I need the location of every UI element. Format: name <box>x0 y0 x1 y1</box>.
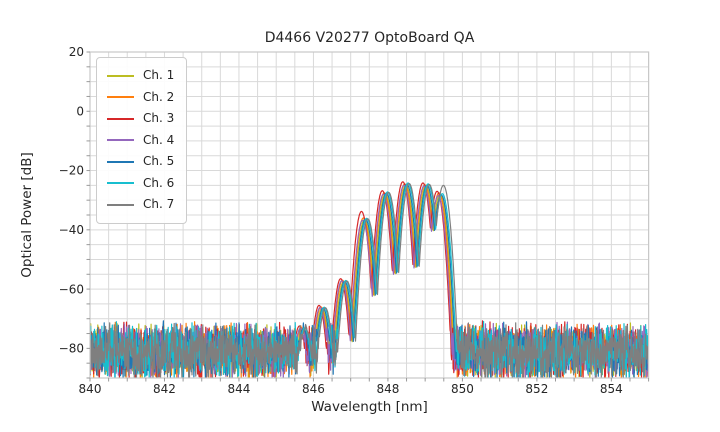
legend-label: Ch. 4 <box>143 132 175 147</box>
series-path-ch-7 <box>90 183 649 378</box>
legend-line-sample <box>107 160 134 163</box>
y-axis-label: Optical Power [dB] <box>19 152 35 278</box>
legend-label: Ch. 7 <box>143 197 175 211</box>
legend-line-sample <box>107 203 134 206</box>
y-tick-label: −40 <box>59 223 84 237</box>
y-tick-label: −80 <box>59 342 84 356</box>
x-axis-label: Wavelength [nm] <box>311 399 428 415</box>
legend-line-sample <box>107 117 134 120</box>
y-tick-label: 20 <box>69 45 84 59</box>
legend-item-ch-3: Ch. 3 <box>107 108 174 130</box>
legend: Ch. 1 Ch. 2 Ch. 3 Ch. 4 Ch. 5 Ch. 6 Ch. 7 <box>96 57 188 224</box>
legend-label: Ch. 1 <box>143 68 175 82</box>
legend-line-sample <box>107 139 134 142</box>
y-tick-label: −20 <box>59 164 84 178</box>
x-tick-label: 840 <box>79 382 102 396</box>
chart-title: D4466 V20277 OptoBoard QA <box>264 30 475 46</box>
legend-item-ch-4: Ch. 4 <box>107 130 174 152</box>
legend-line-sample <box>107 182 134 185</box>
legend-item-ch-6: Ch. 6 <box>107 173 174 195</box>
x-tick-label: 844 <box>228 382 251 396</box>
legend-item-ch-1: Ch. 1 <box>107 65 174 87</box>
legend-line-sample <box>107 74 134 77</box>
legend-label: Ch. 2 <box>143 89 175 104</box>
x-tick-label: 854 <box>600 382 623 396</box>
legend-item-ch-2: Ch. 2 <box>107 87 174 109</box>
legend-item-ch-5: Ch. 5 <box>107 151 174 173</box>
legend-item-ch-7: Ch. 7 <box>107 194 174 216</box>
legend-label: Ch. 3 <box>143 111 175 125</box>
legend-line-sample <box>107 96 134 99</box>
tick-marks <box>86 51 650 382</box>
x-tick-label: 846 <box>302 382 325 396</box>
x-tick-label: 852 <box>525 382 548 396</box>
x-tick-label: 850 <box>451 382 474 396</box>
x-tick-label: 842 <box>153 382 176 396</box>
y-tick-label: 0 <box>76 104 84 118</box>
x-tick-label: 848 <box>376 382 399 396</box>
y-tick-label: −60 <box>59 282 84 296</box>
legend-label: Ch. 5 <box>143 154 175 168</box>
legend-label: Ch. 6 <box>143 175 175 190</box>
series-group <box>90 181 649 378</box>
